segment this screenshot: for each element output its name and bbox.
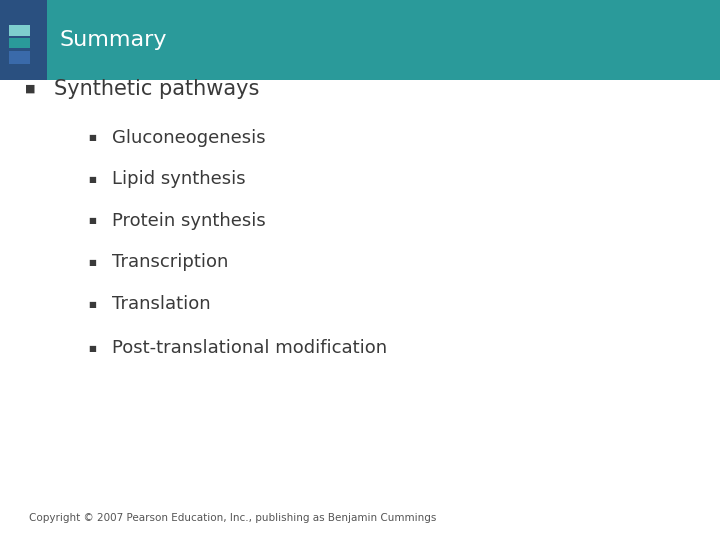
FancyBboxPatch shape — [9, 38, 30, 48]
Text: Translation: Translation — [112, 295, 210, 313]
Text: ■: ■ — [88, 175, 96, 184]
Text: ■: ■ — [88, 258, 96, 267]
Text: ■: ■ — [88, 133, 96, 142]
Text: ■: ■ — [25, 84, 36, 94]
Text: Post-translational modification: Post-translational modification — [112, 339, 387, 357]
Text: ■: ■ — [88, 344, 96, 353]
Text: Lipid synthesis: Lipid synthesis — [112, 170, 246, 188]
Text: Summary: Summary — [59, 30, 166, 50]
FancyBboxPatch shape — [0, 0, 47, 80]
Text: ■: ■ — [88, 300, 96, 308]
Text: Copyright © 2007 Pearson Education, Inc., publishing as Benjamin Cummings: Copyright © 2007 Pearson Education, Inc.… — [29, 512, 436, 523]
FancyBboxPatch shape — [0, 0, 720, 80]
Text: Gluconeogenesis: Gluconeogenesis — [112, 129, 265, 147]
Text: Synthetic pathways: Synthetic pathways — [54, 79, 259, 99]
Text: ■: ■ — [88, 217, 96, 225]
FancyBboxPatch shape — [9, 51, 30, 64]
Text: Transcription: Transcription — [112, 253, 228, 272]
Text: Protein synthesis: Protein synthesis — [112, 212, 266, 230]
FancyBboxPatch shape — [9, 25, 30, 36]
